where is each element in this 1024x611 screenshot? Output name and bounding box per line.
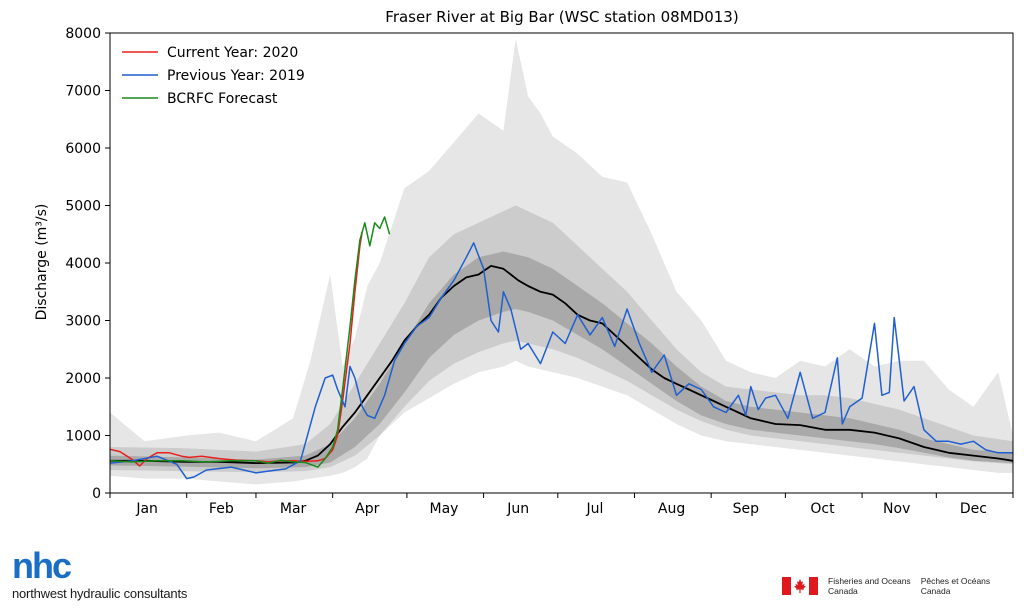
legend-label-0: Current Year: 2020 [167,45,298,61]
nhc-logo: nhc northwest hydraulic consultants [12,545,188,602]
legend-label-1: Previous Year: 2019 [167,68,305,84]
percentile-bands [110,38,1013,485]
x-tick-label-11: Dec [960,501,987,517]
series-lines [109,216,1014,480]
y-tick-label-6: 6000 [65,141,101,157]
x-tick-label-5: Jun [506,501,529,517]
nhc-company-name: northwest hydraulic consultants [12,586,188,601]
y-tick-label-5: 5000 [65,199,101,215]
y-tick-label-3: 3000 [65,314,101,330]
x-tick-label-10: Nov [883,501,910,517]
dfo-french-line2: Canada [920,586,951,596]
legend: Current Year: 2020 Previous Year: 2019 BCR… [122,45,305,107]
legend-label-2: BCRFC Forecast [167,91,278,107]
band-2 [110,251,1013,469]
x-tick-label-7: Aug [658,501,685,517]
series-line-2 [109,242,1013,480]
chart-title: Fraser River at Big Bar (WSC station 08M… [385,8,738,26]
x-tick-label-3: Apr [355,501,379,517]
y-tick-label-8: 8000 [65,26,101,42]
dfo-logo: Fisheries and Oceans Canada Pêches et Oc… [782,576,1000,596]
y-tick-label-0: 0 [92,486,101,502]
dfo-french: Pêches et Océans Canada [921,576,990,596]
dfo-french-line1: Pêches et Océans [920,576,991,586]
series-line-3 [109,216,391,468]
x-tick-label-2: Mar [280,501,307,517]
dfo-english-line2: Canada [828,586,858,596]
x-tick-label-9: Oct [810,501,835,517]
nhc-logo-text: nhc [12,545,72,586]
y-axis: 0 1000 2000 3000 4000 5000 6000 7000 8000 [65,26,110,502]
x-axis: Jan Feb Mar Apr May Jun Jul Aug Sep Oct Nov Dec [109,493,1014,517]
x-tick-label-0: Jan [135,501,158,517]
dfo-english: Fisheries and Oceans Canada [828,576,911,596]
x-tick-label-4: May [430,501,459,517]
series-line-0 [110,264,1014,465]
x-tick-label-1: Feb [209,501,234,517]
band-1 [110,205,1013,473]
y-axis-label: Discharge (m³/s) [34,204,50,321]
y-tick-label-7: 7000 [65,84,101,100]
canada-flag-icon [782,577,818,595]
x-tick-label-6: Jul [585,501,603,517]
dfo-english-line1: Fisheries and Oceans [828,576,911,586]
y-tick-label-1: 1000 [65,429,101,445]
y-tick-label-4: 4000 [65,256,101,272]
x-tick-label-8: Sep [733,501,760,517]
y-tick-label-2: 2000 [65,371,101,387]
